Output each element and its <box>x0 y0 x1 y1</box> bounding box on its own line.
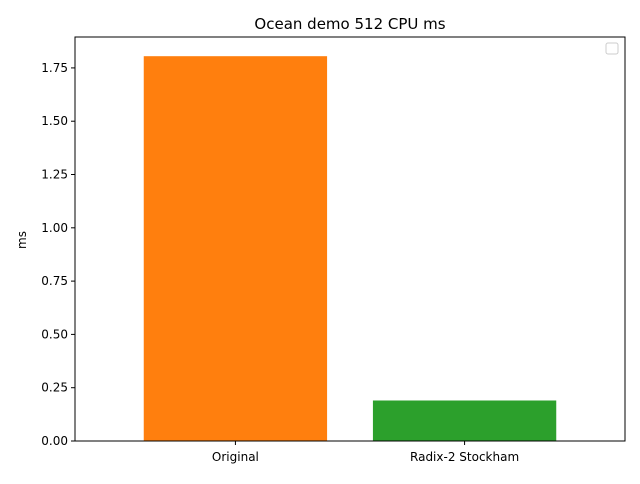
bar-original <box>143 56 328 441</box>
chart-title: Ocean demo 512 CPU ms <box>254 15 445 33</box>
y-tick-label: 0.00 <box>41 434 68 448</box>
x-tick-label: Original <box>212 450 259 464</box>
bars <box>143 56 557 441</box>
x-tick-label: Radix-2 Stockham <box>410 450 519 464</box>
bar-radix-2-stockham <box>372 400 557 441</box>
y-tick-label: 1.00 <box>41 221 68 235</box>
x-axis-ticks: Original Radix-2 Stockham <box>212 441 519 464</box>
legend <box>605 42 619 55</box>
plot-frame <box>74 36 626 442</box>
y-tick-label: 1.25 <box>41 168 68 182</box>
legend-box <box>605 42 619 55</box>
y-axis-label: ms <box>15 231 29 249</box>
y-tick-label: 0.25 <box>41 381 68 395</box>
y-tick-label: 0.50 <box>41 327 68 341</box>
y-tick-label: 0.75 <box>41 274 68 288</box>
y-tick-label: 1.50 <box>41 114 68 128</box>
y-axis-ticks: 0.00 0.25 0.50 0.75 1.00 1.25 1.50 1.75 <box>41 61 75 448</box>
y-tick-label: 1.75 <box>41 61 68 75</box>
